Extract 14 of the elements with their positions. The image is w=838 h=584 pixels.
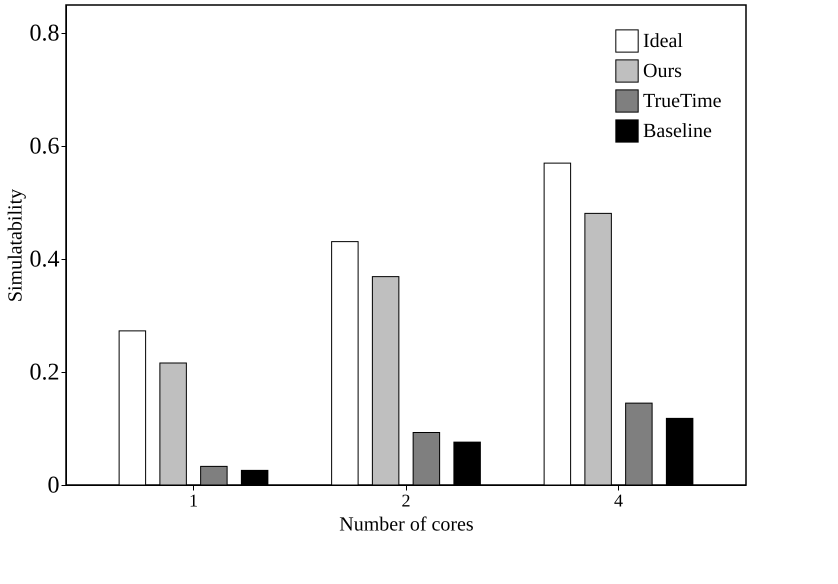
legend-label: TrueTime (643, 90, 722, 112)
y-tick-label: 0.6 (30, 134, 60, 160)
y-axis-title: Simulatability (4, 188, 26, 302)
x-tick-label: 1 (189, 490, 198, 510)
y-tick-label: 0.2 (30, 360, 60, 386)
x-axis-title: Number of cores (339, 514, 474, 536)
legend-label: Ours (643, 60, 682, 82)
legend-label: Baseline (643, 120, 712, 142)
x-tick-label: 2 (402, 490, 410, 510)
y-tick-label: 0.4 (30, 246, 60, 273)
y-tick-label: 0 (48, 472, 60, 498)
legend-label: Ideal (643, 30, 684, 52)
y-tick-label: 0.8 (30, 20, 60, 47)
x-tick-label: 4 (614, 490, 623, 510)
